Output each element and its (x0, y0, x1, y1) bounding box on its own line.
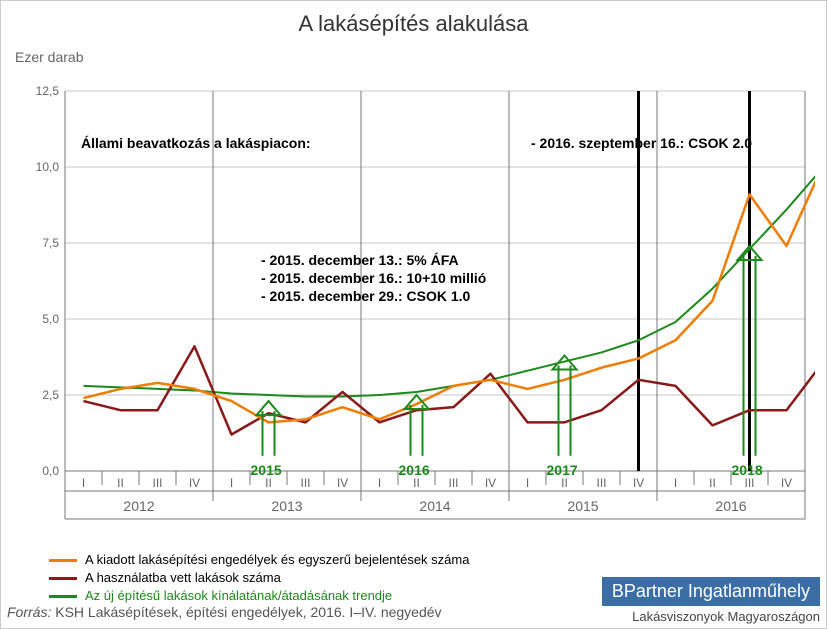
brand-sub: Lakásviszonyok Magyaroszágon (632, 609, 820, 624)
svg-text:2016: 2016 (715, 498, 746, 514)
y-axis-label: Ezer darab (15, 49, 83, 65)
svg-text:0,0: 0,0 (42, 464, 59, 478)
svg-text:III: III (744, 476, 754, 490)
svg-text:5,0: 5,0 (42, 312, 59, 326)
legend-item: A kiadott lakásépítési engedélyek és egy… (49, 551, 469, 569)
legend-label: Az új építésű lakások kínálatának/átadás… (85, 587, 392, 605)
legend-item: A használatba vett lakások száma (49, 569, 469, 587)
legend-label: A használatba vett lakások száma (85, 569, 281, 587)
svg-text:2013: 2013 (271, 498, 302, 514)
legend-item: Az új építésű lakások kínálatának/átadás… (49, 587, 469, 605)
svg-text:2012: 2012 (123, 498, 154, 514)
legend-swatch (49, 595, 77, 598)
svg-text:I: I (82, 476, 85, 490)
svg-text:IV: IV (189, 476, 200, 490)
svg-text:II: II (413, 476, 420, 490)
svg-text:I: I (378, 476, 381, 490)
svg-text:I: I (526, 476, 529, 490)
svg-text:7,5: 7,5 (42, 236, 59, 250)
trend-year-label: 2018 (732, 462, 763, 478)
svg-text:I: I (674, 476, 677, 490)
svg-text:III: III (300, 476, 310, 490)
legend-swatch (49, 577, 77, 580)
svg-text:II: II (709, 476, 716, 490)
svg-text:III: III (448, 476, 458, 490)
annotation-sep: - 2016. szeptember 16.: CSOK 2.0 (531, 135, 752, 151)
svg-text:IV: IV (633, 476, 644, 490)
trend-year-label: 2017 (547, 462, 578, 478)
svg-text:IV: IV (337, 476, 348, 490)
svg-text:IV: IV (485, 476, 496, 490)
legend-label: A kiadott lakásépítési engedélyek és egy… (85, 551, 469, 569)
brand-box: BPartner Ingatlanműhely (602, 577, 820, 606)
ann-line: - 2015. december 16.: 10+10 millió (261, 269, 486, 287)
svg-text:II: II (117, 476, 124, 490)
ann-line: - 2015. december 13.: 5% ÁFA (261, 251, 486, 269)
svg-text:II: II (265, 476, 272, 490)
annotation-heading: Állami beavatkozás a lakáspiacon: (81, 135, 311, 151)
source-line: Forrás: KSH Lakásépítések, építési enged… (7, 604, 442, 620)
svg-text:10,0: 10,0 (36, 160, 60, 174)
source-prefix: Forrás: (7, 604, 51, 620)
svg-text:IV: IV (781, 476, 792, 490)
svg-text:III: III (152, 476, 162, 490)
legend: A kiadott lakásépítési engedélyek és egy… (49, 551, 469, 605)
svg-text:I: I (230, 476, 233, 490)
svg-text:2,5: 2,5 (42, 388, 59, 402)
legend-swatch (49, 559, 77, 562)
chart-title: A lakásépítés alakulása (1, 11, 826, 37)
svg-text:2014: 2014 (419, 498, 450, 514)
svg-text:II: II (561, 476, 568, 490)
source-text: KSH Lakásépítések, építési engedélyek, 2… (51, 604, 441, 620)
trend-year-label: 2016 (399, 462, 430, 478)
svg-text:12,5: 12,5 (36, 84, 60, 98)
ann-line: - 2015. december 29.: CSOK 1.0 (261, 287, 486, 305)
svg-text:2015: 2015 (567, 498, 598, 514)
trend-year-label: 2015 (251, 462, 282, 478)
annotation-dec-lines: - 2015. december 13.: 5% ÁFA - 2015. dec… (261, 251, 486, 305)
chart-container: { "title":"A lakásépítés alakulása", "y_… (0, 0, 827, 629)
svg-text:III: III (596, 476, 606, 490)
